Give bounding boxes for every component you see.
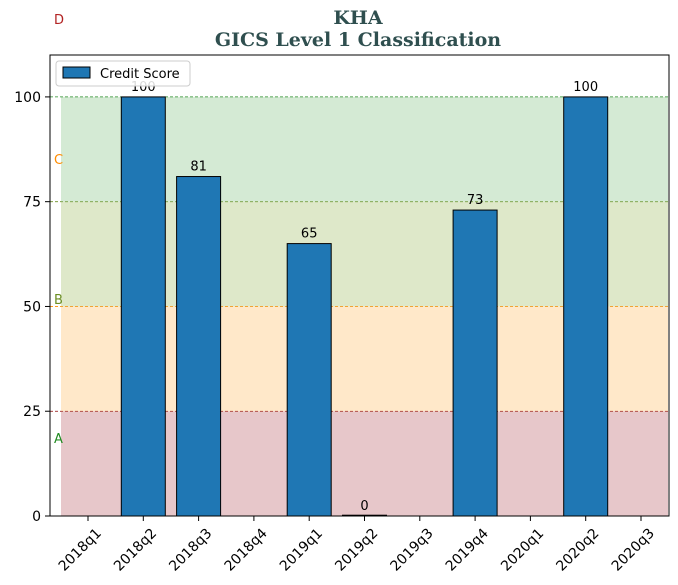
grade-label-A: A xyxy=(54,432,63,447)
x-tick-label: 2020q1 xyxy=(498,526,547,575)
chart-subtitle: GICS Level 1 Classification xyxy=(215,29,501,51)
plot-frame xyxy=(49,54,670,517)
bar-value-label: 65 xyxy=(301,227,318,242)
bar-2018q2 xyxy=(120,96,166,517)
legend-label: Credit Score xyxy=(100,67,180,82)
x-tick-label: 2018q3 xyxy=(166,526,215,575)
x-tick-label: 2019q3 xyxy=(388,526,437,575)
x-tick-label: 2020q2 xyxy=(553,526,602,575)
legend: Credit Score xyxy=(55,60,191,87)
y-tick-label: 25 xyxy=(23,404,41,420)
bar-value-label: 81 xyxy=(190,160,207,175)
y-tick-label: 75 xyxy=(23,195,41,211)
x-axis: 2018q1 2018q2 2018q3 2018q4 2019q1 2019q2 2019… xyxy=(56,516,658,575)
chart-title: KHA xyxy=(333,7,382,29)
grade-labels: D C B A xyxy=(54,13,64,447)
bar-2020q2 xyxy=(563,96,609,517)
bar-2019q4 xyxy=(452,209,498,517)
grade-label-B: B xyxy=(54,293,63,308)
bar-2018q3 xyxy=(176,176,222,517)
bar-value-label: 100 xyxy=(573,80,598,95)
y-axis: 0 25 50 75 100 xyxy=(14,90,50,525)
x-tick-label: 2018q4 xyxy=(222,525,271,574)
x-tick-label: 2019q4 xyxy=(443,525,492,574)
grade-label-C: C xyxy=(54,153,63,168)
legend-swatch xyxy=(62,66,91,79)
x-tick-label: 2019q1 xyxy=(277,526,326,575)
x-tick-label: 2019q2 xyxy=(332,526,381,575)
y-tick-label: 100 xyxy=(14,90,41,106)
y-tick-label: 50 xyxy=(23,299,41,315)
x-tick-label: 2018q2 xyxy=(111,526,160,575)
x-tick-label: 2020q3 xyxy=(609,526,658,575)
x-tick-label: 2018q1 xyxy=(56,526,105,575)
bar-value-label: 0 xyxy=(360,499,368,514)
bar-2019q1 xyxy=(286,243,332,517)
grade-label-D: D xyxy=(54,13,64,28)
y-tick-label: 0 xyxy=(32,509,41,525)
bar-value-label: 73 xyxy=(467,193,484,208)
